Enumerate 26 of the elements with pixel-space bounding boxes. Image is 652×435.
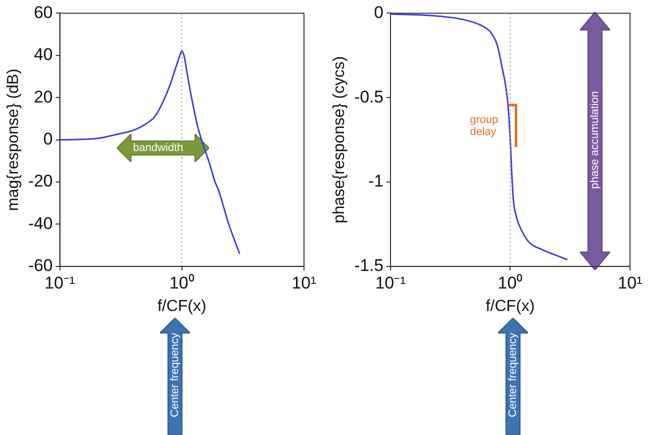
x-tick-label: 10⁰ [169,273,194,292]
text: Center frequency [169,332,181,420]
x-tick-label: 10¹ [618,273,643,292]
y-tick-label: -60 [28,256,53,276]
x-tick-label: 10⁰ [498,273,523,292]
y-axis-title: phase{response} (cycs) [331,56,348,224]
text: Center frequency [507,332,519,420]
y-tick-label: -0.5 [354,87,384,106]
y-axis-title: mag{response} (dB) [5,68,22,211]
y-tick-label: -40 [28,214,53,233]
x-tick-label: 10⁻¹ [44,273,76,292]
y-tick-label: 0 [374,2,384,22]
y-tick-label: -20 [28,172,53,191]
x-tick-label: 10¹ [292,273,317,292]
y-tick-label: -1 [368,172,384,191]
y-tick-label: 0 [43,129,53,148]
annotation: group delay [470,114,500,138]
x-tick-label: 10⁻¹ [375,273,406,292]
x-axis-title: f/CF(x) [157,298,206,315]
y-tick-label: 60 [34,2,53,22]
x-axis-title: f/CF(x) [486,298,535,315]
y-tick-label: 20 [34,87,53,106]
annotation: bandwidth [133,142,184,154]
annotation: phase accumulation [589,90,601,191]
y-tick-label: 40 [34,45,53,64]
y-tick-label: -1.5 [354,256,384,276]
